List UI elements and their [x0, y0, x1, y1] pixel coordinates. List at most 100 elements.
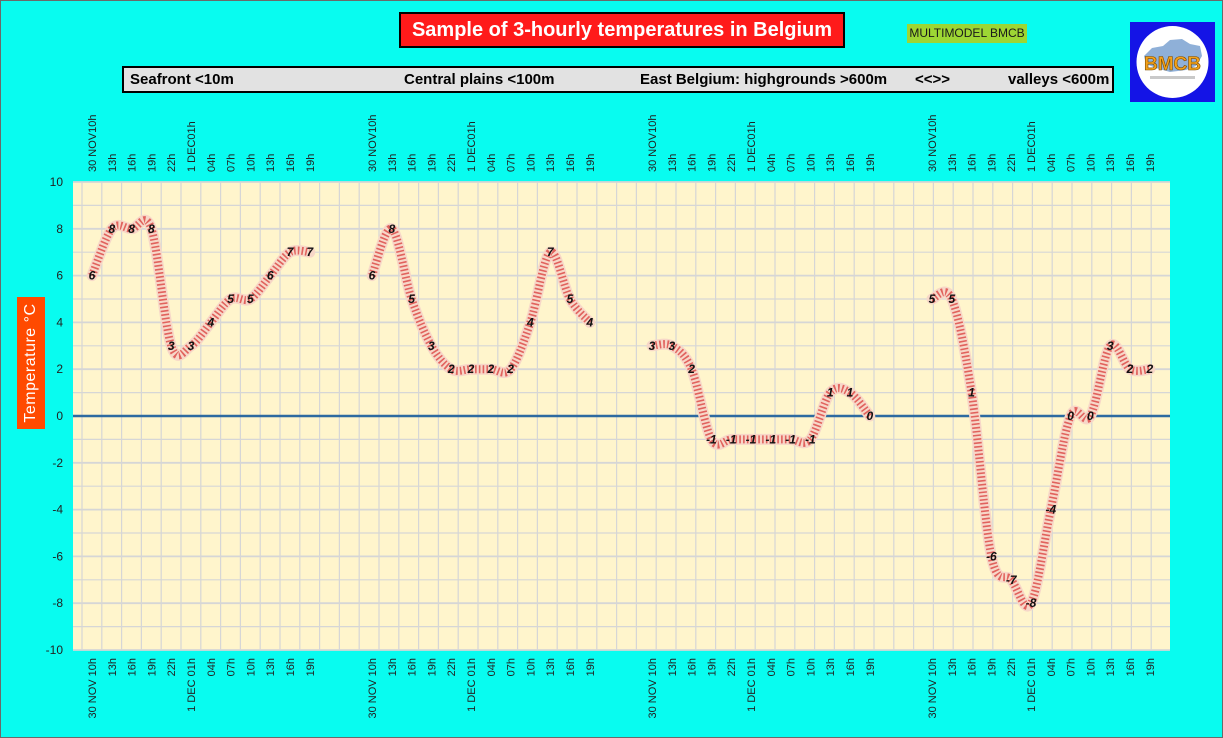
x-tick-label-top: 13h	[825, 154, 837, 172]
x-tick-label-bottom: 13h	[825, 658, 837, 676]
x-tick-label-top: 30 NOV10h	[87, 115, 99, 172]
x-tick-label-top: 10h	[805, 154, 817, 172]
x-tick-label-bottom: 13h	[947, 658, 959, 676]
x-tick-label-top: 22h	[1006, 154, 1018, 172]
x-tick-label-bottom: 10h	[1085, 658, 1097, 676]
data-label: 5	[929, 292, 936, 306]
y-axis-label: Temperature °C	[17, 297, 45, 429]
x-tick-label-bottom: 07h	[506, 658, 518, 676]
data-label: 3	[668, 339, 675, 353]
x-tick-label-bottom: 10h	[805, 658, 817, 676]
x-tick-label-bottom: 19h	[865, 658, 877, 676]
data-label: 2	[506, 362, 514, 376]
x-tick-label-top: 30 NOV10h	[367, 115, 379, 172]
data-label: 3	[1107, 339, 1114, 353]
x-tick-label-bottom: 13h	[265, 658, 277, 676]
x-tick-label-top: 19h	[986, 154, 998, 172]
x-tick-label-bottom: 13h	[545, 658, 557, 676]
y-tick-label: 2	[56, 362, 63, 376]
data-label: 0	[1087, 409, 1094, 423]
data-label: 5	[567, 292, 574, 306]
region-east-highgrounds: East Belgium: highgrounds >600m	[640, 71, 888, 88]
x-tick-label-top: 13h	[947, 154, 959, 172]
region-separator: <<>>	[915, 71, 951, 88]
series-line	[88, 216, 311, 360]
x-tick-label-top: 1 DEC01h	[746, 121, 758, 172]
x-tick-label-bottom: 22h	[726, 658, 738, 676]
x-tick-label-bottom: 10h	[245, 658, 257, 676]
y-tick-label: 4	[56, 315, 63, 329]
x-tick-label-bottom: 22h	[446, 658, 458, 676]
x-tick-label-top: 22h	[446, 154, 458, 172]
x-tick-label-top: 16h	[1125, 154, 1137, 172]
data-label: -1	[805, 432, 816, 446]
y-tick-label: 8	[56, 222, 63, 236]
data-label: -7	[1006, 573, 1018, 587]
region-valleys: valleys <600m	[1008, 71, 1110, 88]
data-label: 8	[148, 222, 155, 236]
x-tick-label-top: 13h	[667, 154, 679, 172]
x-tick-label-top: 22h	[166, 154, 178, 172]
x-tick-label-top: 07h	[786, 154, 798, 172]
x-tick-label-bottom: 13h	[667, 658, 679, 676]
data-label: 1	[847, 386, 854, 400]
y-tick-label: -8	[52, 596, 63, 610]
data-label: 4	[585, 315, 593, 329]
series-4: 5 51-6-7-8-40 032 2	[926, 286, 1156, 612]
x-tick-label-top: 10h	[525, 154, 537, 172]
x-tick-label-bottom: 07h	[786, 658, 798, 676]
data-label: -8	[1026, 596, 1037, 610]
data-label: 3	[188, 339, 195, 353]
x-tick-label-top: 16h	[407, 154, 419, 172]
data-label: 0	[866, 409, 873, 423]
x-tick-label-bottom: 30 NOV 10h	[87, 658, 99, 719]
x-tick-label-bottom: 19h	[305, 658, 317, 676]
y-tick-label: -2	[52, 456, 63, 470]
data-label: 3	[428, 339, 435, 353]
data-label: 0	[1067, 409, 1074, 423]
model-badge: MULTIMODEL BMCB	[907, 24, 1027, 43]
data-label: 5	[408, 292, 415, 306]
data-label: 2	[1126, 362, 1134, 376]
data-label: 7	[547, 245, 555, 259]
data-label: 8	[128, 222, 135, 236]
x-tick-label-top: 19h	[305, 154, 317, 172]
x-tick-label-top: 19h	[1145, 154, 1157, 172]
y-tick-label: 10	[50, 175, 64, 189]
x-tick-label-bottom: 1 DEC 01h	[466, 658, 478, 712]
region-legend: Seafront <10m Central plains <100m East …	[122, 66, 1114, 93]
data-label: 6	[267, 269, 274, 283]
data-label: 4	[526, 315, 534, 329]
x-tick-label-top: 1 DEC01h	[1026, 121, 1038, 172]
data-label: 6	[89, 269, 96, 283]
x-tick-label-bottom: 16h	[285, 658, 297, 676]
x-tick-label-bottom: 07h	[1066, 658, 1078, 676]
x-tick-label-top: 10h	[1085, 154, 1097, 172]
data-label: 5	[227, 292, 234, 306]
y-tick-label: 6	[56, 269, 63, 283]
x-tick-label-bottom: 16h	[967, 658, 979, 676]
x-tick-label-bottom: 16h	[845, 658, 857, 676]
x-tick-label-top: 13h	[265, 154, 277, 172]
x-tick-label-bottom: 16h	[687, 658, 699, 676]
x-tick-label-bottom: 1 DEC 01h	[1026, 658, 1038, 712]
x-tick-label-bottom: 13h	[1105, 658, 1117, 676]
x-tick-label-top: 19h	[426, 154, 438, 172]
x-tick-label-bottom: 13h	[387, 658, 399, 676]
x-tick-label-bottom: 04h	[1046, 658, 1058, 676]
x-tick-label-top: 07h	[1066, 154, 1078, 172]
data-label: 1	[827, 386, 834, 400]
x-tick-label-bottom: 16h	[407, 658, 419, 676]
data-label: 6	[369, 269, 376, 283]
series-line	[368, 224, 593, 377]
x-tick-label-top: 16h	[845, 154, 857, 172]
bmcb-logo-icon: BMCB	[1136, 26, 1209, 98]
bmcb-logo: BMCB	[1130, 22, 1215, 102]
x-tick-label-bottom: 16h	[127, 658, 139, 676]
series-line	[930, 288, 1151, 610]
data-label: 1	[968, 386, 975, 400]
data-label: 3	[649, 339, 656, 353]
x-tick-label-bottom: 30 NOV 10h	[927, 658, 939, 719]
x-tick-label-bottom: 19h	[706, 658, 718, 676]
